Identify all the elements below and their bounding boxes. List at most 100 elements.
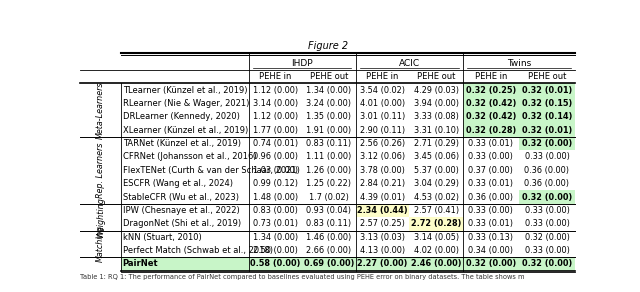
Text: 3.33 (0.08): 3.33 (0.08) — [413, 112, 459, 121]
Text: 5.37 (0.00): 5.37 (0.00) — [413, 166, 459, 175]
Text: 2.57 (0.25): 2.57 (0.25) — [360, 219, 405, 228]
Text: PEHE in: PEHE in — [366, 72, 399, 81]
Text: 3.14 (0.05): 3.14 (0.05) — [413, 233, 459, 242]
Text: 0.36 (0.00): 0.36 (0.00) — [525, 179, 570, 188]
Text: 1.26 (0.00): 1.26 (0.00) — [307, 166, 351, 175]
Text: PairNet: PairNet — [123, 260, 158, 268]
Text: 0.32 (0.42): 0.32 (0.42) — [466, 99, 516, 108]
Text: CFRNet (Johansson et al., 2016): CFRNet (Johansson et al., 2016) — [123, 152, 256, 161]
Text: 2.66 (0.00): 2.66 (0.00) — [307, 246, 351, 255]
Text: 3.24 (0.00): 3.24 (0.00) — [307, 99, 351, 108]
Text: 0.96 (0.00): 0.96 (0.00) — [253, 152, 298, 161]
Text: 0.99 (0.12): 0.99 (0.12) — [253, 179, 298, 188]
Text: 0.32 (0.00): 0.32 (0.00) — [525, 233, 570, 242]
Text: 0.33 (0.00): 0.33 (0.00) — [468, 206, 513, 215]
Text: 4.02 (0.00): 4.02 (0.00) — [413, 246, 459, 255]
Text: 0.36 (0.00): 0.36 (0.00) — [525, 166, 570, 175]
Text: 4.13 (0.00): 4.13 (0.00) — [360, 246, 405, 255]
Text: 3.54 (0.02): 3.54 (0.02) — [360, 86, 405, 95]
Text: 2.84 (0.21): 2.84 (0.21) — [360, 179, 405, 188]
Text: XLearner (Künzel et al., 2019): XLearner (Künzel et al., 2019) — [123, 126, 248, 135]
Text: StableCFR (Wu et al., 2023): StableCFR (Wu et al., 2023) — [123, 193, 239, 201]
Text: Rep. Learners: Rep. Learners — [96, 143, 105, 198]
Text: 1.7 (0.02): 1.7 (0.02) — [309, 193, 349, 201]
Text: 0.32 (0.00): 0.32 (0.00) — [522, 260, 572, 268]
Text: PEHE out: PEHE out — [417, 72, 455, 81]
Text: Weighting: Weighting — [96, 197, 105, 238]
Bar — [519, 84, 575, 97]
Text: 0.32 (0.00): 0.32 (0.00) — [522, 193, 572, 201]
Bar — [519, 97, 575, 110]
Text: DragonNet (Shi et al., 2019): DragonNet (Shi et al., 2019) — [123, 219, 241, 228]
Text: 0.34 (0.00): 0.34 (0.00) — [468, 246, 513, 255]
Text: 0.32 (0.28): 0.32 (0.28) — [466, 126, 516, 135]
Bar — [519, 137, 575, 150]
Text: TARNet (Künzel et al., 2019): TARNet (Künzel et al., 2019) — [123, 139, 241, 148]
Text: FlexTENet (Curth & van der Schaar, 2021): FlexTENet (Curth & van der Schaar, 2021) — [123, 166, 300, 175]
Text: 3.01 (0.11): 3.01 (0.11) — [360, 112, 405, 121]
Text: 2.56 (0.26): 2.56 (0.26) — [360, 139, 405, 148]
Text: 0.58 (0.00): 0.58 (0.00) — [250, 260, 301, 268]
Text: 0.83 (0.11): 0.83 (0.11) — [307, 139, 351, 148]
Text: 1.91 (0.00): 1.91 (0.00) — [307, 126, 351, 135]
Text: 0.32 (0.25): 0.32 (0.25) — [466, 86, 516, 95]
Text: RLearner (Nie & Wager, 2021): RLearner (Nie & Wager, 2021) — [123, 99, 249, 108]
Text: 0.33 (0.13): 0.33 (0.13) — [468, 233, 513, 242]
Bar — [519, 110, 575, 124]
Text: 1.03 (0.00): 1.03 (0.00) — [253, 166, 298, 175]
Text: 3.45 (0.06): 3.45 (0.06) — [413, 152, 459, 161]
Text: 3.31 (0.10): 3.31 (0.10) — [413, 126, 459, 135]
Text: TLearner (Künzel et al., 2019): TLearner (Künzel et al., 2019) — [123, 86, 247, 95]
Text: ACIC: ACIC — [399, 58, 420, 67]
Bar — [356, 204, 410, 217]
Text: IHDP: IHDP — [291, 58, 313, 67]
Text: 0.33 (0.00): 0.33 (0.00) — [468, 152, 513, 161]
Text: 1.34 (0.00): 1.34 (0.00) — [307, 86, 351, 95]
Text: 4.53 (0.02): 4.53 (0.02) — [413, 193, 459, 201]
Text: 0.83 (0.00): 0.83 (0.00) — [253, 206, 298, 215]
Text: 0.32 (0.00): 0.32 (0.00) — [522, 139, 572, 148]
Text: 1.34 (0.00): 1.34 (0.00) — [253, 233, 298, 242]
Text: 1.35 (0.00): 1.35 (0.00) — [307, 112, 351, 121]
Text: 0.33 (0.00): 0.33 (0.00) — [525, 219, 570, 228]
Text: Twins: Twins — [507, 58, 531, 67]
Text: Table 1: RQ 1: The performance of PairNet compared to baselines evaluated using : Table 1: RQ 1: The performance of PairNe… — [80, 274, 525, 280]
Text: 3.14 (0.00): 3.14 (0.00) — [253, 99, 298, 108]
Text: Matching: Matching — [96, 225, 105, 262]
Text: 3.13 (0.03): 3.13 (0.03) — [360, 233, 405, 242]
Bar — [519, 190, 575, 204]
Text: 4.39 (0.01): 4.39 (0.01) — [360, 193, 405, 201]
Bar — [121, 257, 575, 271]
Text: IPW (Chesnaye et al., 2022): IPW (Chesnaye et al., 2022) — [123, 206, 239, 215]
Text: 2.71 (0.29): 2.71 (0.29) — [413, 139, 459, 148]
Text: 0.36 (0.00): 0.36 (0.00) — [468, 193, 513, 201]
Text: PEHE out: PEHE out — [528, 72, 566, 81]
Text: Figure 2: Figure 2 — [308, 41, 348, 51]
Text: 1.11 (0.00): 1.11 (0.00) — [307, 152, 351, 161]
Text: 2.72 (0.28): 2.72 (0.28) — [411, 219, 461, 228]
Bar — [410, 217, 463, 231]
Text: PEHE out: PEHE out — [310, 72, 348, 81]
Text: 0.33 (0.00): 0.33 (0.00) — [525, 206, 570, 215]
Text: 3.12 (0.06): 3.12 (0.06) — [360, 152, 405, 161]
Text: 2.27 (0.00): 2.27 (0.00) — [357, 260, 408, 268]
Text: 2.57 (0.41): 2.57 (0.41) — [413, 206, 459, 215]
Text: 0.32 (0.01): 0.32 (0.01) — [522, 86, 572, 95]
Text: 0.93 (0.04): 0.93 (0.04) — [307, 206, 351, 215]
Text: 0.74 (0.01): 0.74 (0.01) — [253, 139, 298, 148]
Text: 4.01 (0.00): 4.01 (0.00) — [360, 99, 405, 108]
Text: 1.48 (0.00): 1.48 (0.00) — [253, 193, 298, 201]
Text: DRLearner (Kennedy, 2020): DRLearner (Kennedy, 2020) — [123, 112, 239, 121]
Text: PEHE in: PEHE in — [259, 72, 292, 81]
Text: PEHE in: PEHE in — [475, 72, 507, 81]
Text: 3.78 (0.00): 3.78 (0.00) — [360, 166, 405, 175]
Text: 0.33 (0.01): 0.33 (0.01) — [468, 139, 513, 148]
Text: kNN (Stuart, 2010): kNN (Stuart, 2010) — [123, 233, 202, 242]
Text: Perfect Match (Schwab et al., 2018): Perfect Match (Schwab et al., 2018) — [123, 246, 273, 255]
Text: 0.37 (0.00): 0.37 (0.00) — [468, 166, 513, 175]
Text: 1.77 (0.00): 1.77 (0.00) — [253, 126, 298, 135]
Text: 0.33 (0.00): 0.33 (0.00) — [525, 152, 570, 161]
Bar — [463, 110, 519, 124]
Text: 0.32 (0.15): 0.32 (0.15) — [522, 99, 572, 108]
Text: 2.46 (0.00): 2.46 (0.00) — [411, 260, 461, 268]
